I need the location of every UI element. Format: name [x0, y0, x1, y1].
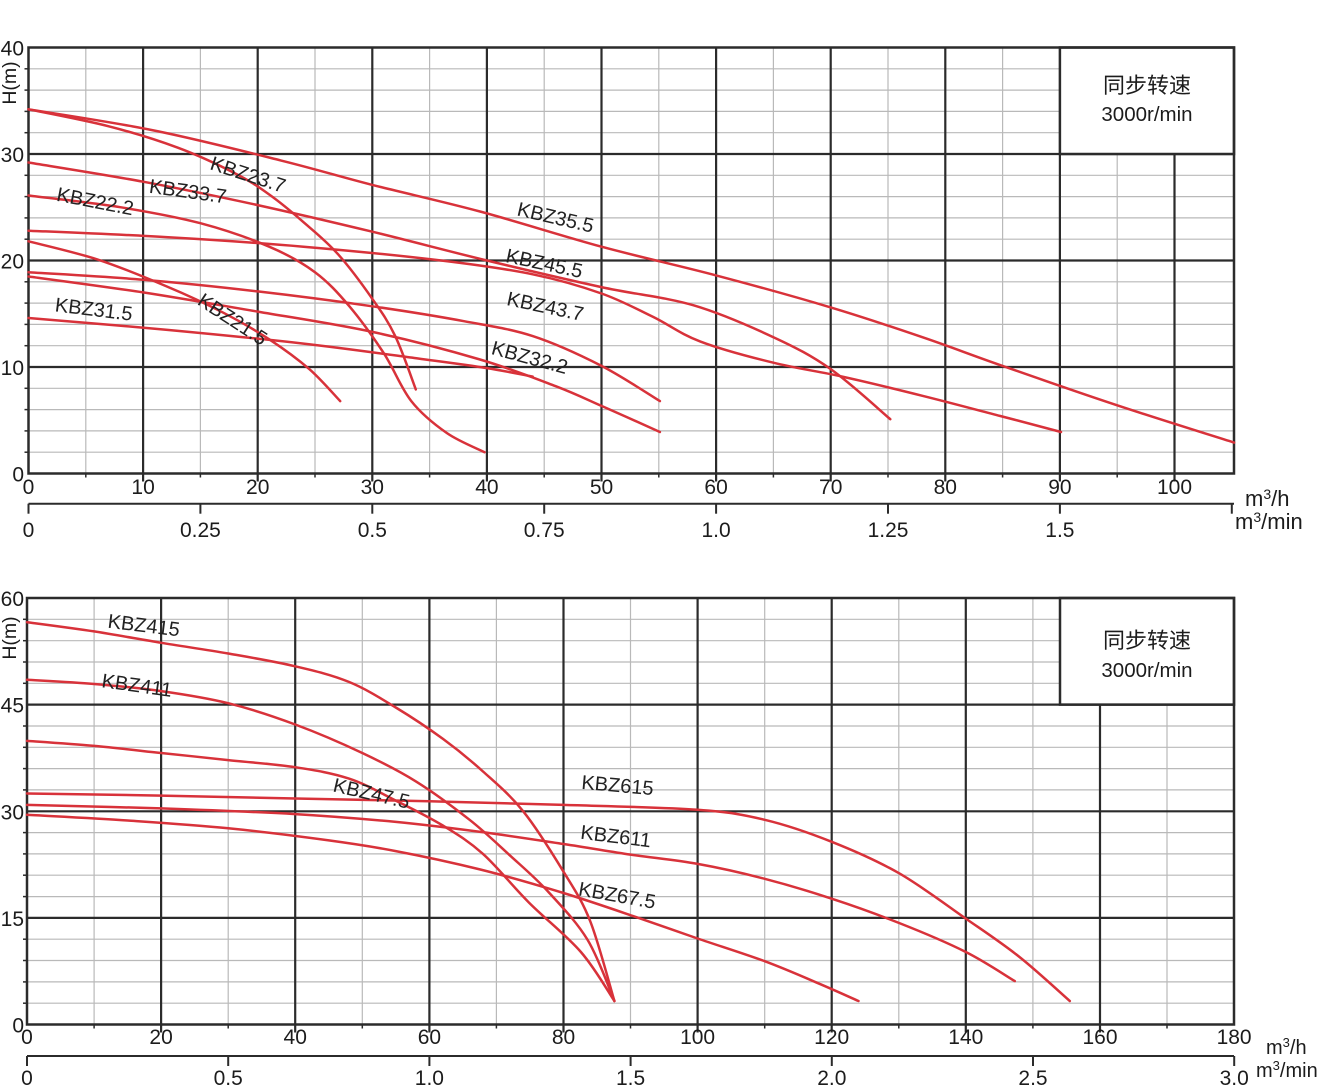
svg-text:20: 20 [246, 476, 269, 499]
svg-text:20: 20 [149, 1026, 172, 1049]
svg-text:30: 30 [1, 144, 24, 167]
svg-text:40: 40 [284, 1026, 307, 1049]
svg-text:H(m): H(m) [0, 61, 21, 104]
svg-text:1.5: 1.5 [1045, 519, 1074, 542]
svg-text:60: 60 [1, 588, 24, 611]
svg-text:180: 180 [1217, 1026, 1252, 1049]
svg-text:160: 160 [1082, 1026, 1117, 1049]
svg-text:m3/min: m3/min [1256, 1058, 1318, 1082]
svg-text:2.5: 2.5 [1018, 1067, 1047, 1086]
svg-text:0.25: 0.25 [180, 519, 221, 542]
svg-text:100: 100 [680, 1026, 715, 1049]
svg-text:0: 0 [23, 519, 35, 542]
svg-text:40: 40 [1, 38, 24, 61]
svg-text:40: 40 [475, 476, 498, 499]
svg-text:80: 80 [934, 476, 957, 499]
svg-text:60: 60 [418, 1026, 441, 1049]
svg-text:50: 50 [590, 476, 613, 499]
svg-text:0: 0 [12, 1015, 24, 1038]
svg-text:m3/min: m3/min [1235, 509, 1303, 534]
svg-text:H(m): H(m) [0, 616, 21, 659]
svg-text:0.5: 0.5 [358, 519, 387, 542]
svg-text:100: 100 [1157, 476, 1192, 499]
svg-text:20: 20 [1, 251, 24, 274]
svg-text:0: 0 [23, 476, 35, 499]
svg-text:45: 45 [1, 695, 24, 718]
svg-text:0: 0 [21, 1026, 33, 1049]
svg-text:30: 30 [361, 476, 384, 499]
svg-text:10: 10 [131, 476, 154, 499]
svg-text:3.0: 3.0 [1220, 1067, 1249, 1086]
svg-text:0: 0 [21, 1067, 33, 1086]
svg-text:3000r/min: 3000r/min [1101, 103, 1192, 126]
svg-text:10: 10 [1, 357, 24, 380]
svg-text:140: 140 [948, 1026, 983, 1049]
svg-text:1.0: 1.0 [701, 519, 730, 542]
svg-text:0.75: 0.75 [524, 519, 565, 542]
svg-text:30: 30 [1, 801, 24, 824]
svg-text:70: 70 [819, 476, 842, 499]
svg-text:3000r/min: 3000r/min [1101, 659, 1192, 682]
svg-text:1.5: 1.5 [616, 1067, 645, 1086]
svg-text:0.5: 0.5 [214, 1067, 243, 1086]
svg-text:80: 80 [552, 1026, 575, 1049]
svg-text:90: 90 [1048, 476, 1071, 499]
svg-text:0: 0 [12, 464, 24, 487]
svg-text:2.0: 2.0 [817, 1067, 846, 1086]
svg-text:1.0: 1.0 [415, 1067, 444, 1086]
svg-text:60: 60 [704, 476, 727, 499]
svg-text:1.25: 1.25 [868, 519, 909, 542]
svg-text:120: 120 [814, 1026, 849, 1049]
svg-text:15: 15 [1, 908, 24, 931]
